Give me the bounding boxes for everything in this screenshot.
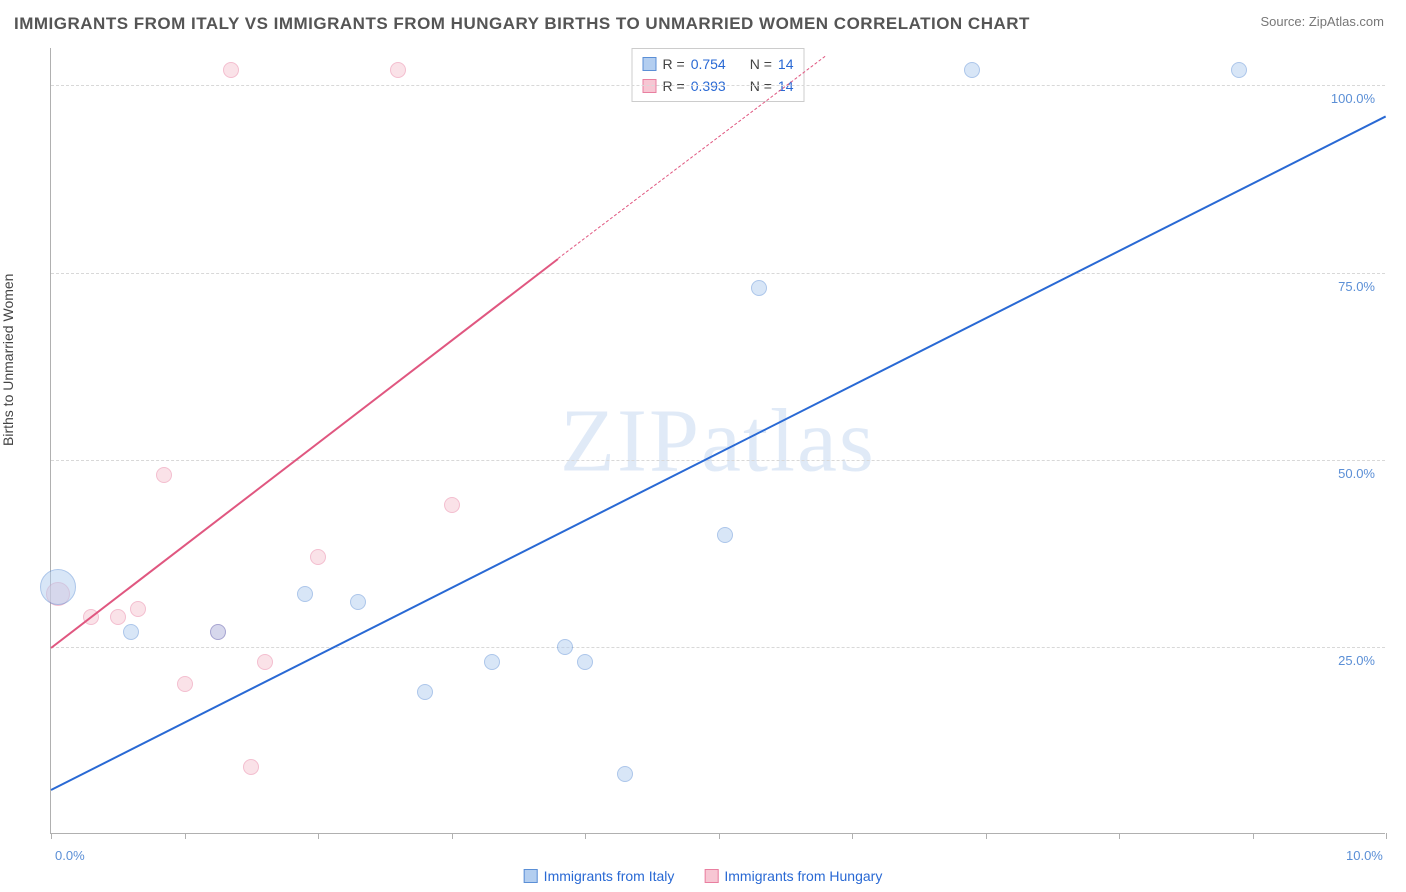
x-tick [585,833,586,839]
x-tick-label: 0.0% [55,848,85,863]
x-tick [719,833,720,839]
x-tick [318,833,319,839]
data-point-hungary [243,759,259,775]
data-point-hungary [257,654,273,670]
stats-legend-box: R = 0.754 N = 14 R = 0.393 N = 14 [632,48,805,102]
x-tick [1386,833,1387,839]
stats-row-italy: R = 0.754 N = 14 [643,53,794,75]
bottom-legend: Immigrants from Italy Immigrants from Hu… [524,868,883,884]
x-tick [452,833,453,839]
legend-item-italy: Immigrants from Italy [524,868,675,884]
legend-label-italy: Immigrants from Italy [544,868,675,884]
data-point-italy [964,62,980,78]
data-point-hungary [390,62,406,78]
data-point-italy [123,624,139,640]
source-prefix: Source: [1260,14,1308,29]
gridline [51,273,1385,274]
y-tick-label: 25.0% [1338,653,1375,668]
data-point-italy [40,569,76,605]
legend-swatch-hungary [704,869,718,883]
data-point-italy [577,654,593,670]
n-value-italy: 14 [778,53,794,75]
swatch-italy [643,57,657,71]
data-point-hungary [130,601,146,617]
r-label-italy: R = [663,53,685,75]
data-point-italy [297,586,313,602]
data-point-italy [350,594,366,610]
watermark: ZIPatlas [560,389,876,492]
y-tick-label: 50.0% [1338,466,1375,481]
source-name: ZipAtlas.com [1309,14,1384,29]
x-tick [1119,833,1120,839]
x-tick [986,833,987,839]
data-point-italy [717,527,733,543]
x-tick [51,833,52,839]
trend-line [51,115,1387,790]
r-value-italy: 0.754 [691,53,726,75]
source-label: Source: ZipAtlas.com [1260,14,1384,29]
data-point-hungary [223,62,239,78]
data-point-hungary [177,676,193,692]
data-point-italy [484,654,500,670]
data-point-italy [751,280,767,296]
gridline [51,647,1385,648]
watermark-light: atlas [701,391,876,490]
data-point-italy [417,684,433,700]
x-tick [1253,833,1254,839]
watermark-bold: ZIP [560,391,701,490]
y-tick-label: 100.0% [1331,91,1375,106]
chart-plot-area: ZIPatlas R = 0.754 N = 14 R = 0.393 N = … [50,48,1385,834]
data-point-hungary [310,549,326,565]
data-point-italy [557,639,573,655]
data-point-italy [1231,62,1247,78]
data-point-italy [617,766,633,782]
x-tick [852,833,853,839]
data-point-italy [210,624,226,640]
y-tick-label: 75.0% [1338,279,1375,294]
data-point-hungary [110,609,126,625]
gridline [51,460,1385,461]
gridline [51,85,1385,86]
n-label-italy: N = [750,53,772,75]
legend-label-hungary: Immigrants from Hungary [724,868,882,884]
data-point-hungary [444,497,460,513]
chart-title: IMMIGRANTS FROM ITALY VS IMMIGRANTS FROM… [14,14,1030,34]
legend-item-hungary: Immigrants from Hungary [704,868,882,884]
y-axis-title: Births to Unmarried Women [0,274,16,446]
x-tick-label: 10.0% [1346,848,1383,863]
legend-swatch-italy [524,869,538,883]
data-point-hungary [156,467,172,483]
x-tick [185,833,186,839]
